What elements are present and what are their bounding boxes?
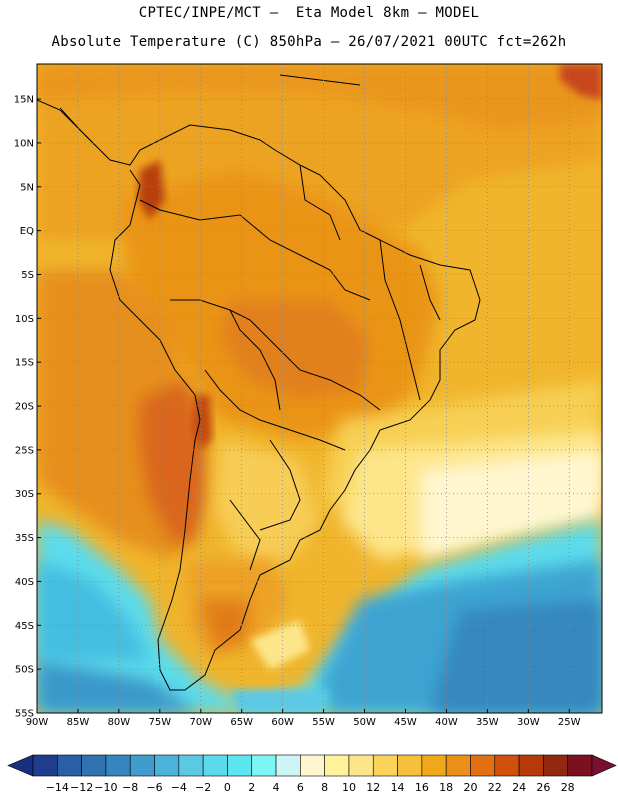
- latitude-labels: 15N 10N 5N EQ 5S 10S 15S 20S 25S 30S 35S 40S 45S 50S 5…: [14, 95, 41, 720]
- lon-label: 55W: [312, 717, 335, 728]
- lat-label: 30S: [15, 489, 34, 500]
- lon-label: 80W: [108, 717, 131, 728]
- colorbar-label: −10: [94, 781, 117, 794]
- colorbar-swatch: [57, 754, 82, 777]
- lon-label: 85W: [67, 717, 90, 728]
- map-title-line-1: CPTEC/INPE/MCT – Eta Model 8km – MODEL: [138, 5, 480, 21]
- lon-label: 50W: [353, 717, 376, 728]
- colorbar-label: 14: [391, 781, 405, 794]
- lat-label: 35S: [15, 533, 34, 544]
- colorbar-label: 2: [248, 781, 255, 794]
- lat-label: EQ: [20, 226, 34, 237]
- colorbar-label: −14: [46, 781, 69, 794]
- colorbar-swatch: [397, 754, 423, 777]
- colorbar-label: 4: [273, 781, 280, 794]
- colorbar-low-arrow: [7, 754, 34, 777]
- colorbar-swatch: [300, 754, 325, 777]
- colorbar-label: 6: [297, 781, 304, 794]
- lat-label: 40S: [15, 577, 34, 588]
- colorbar-swatch: [227, 754, 253, 777]
- colorbar-label: −6: [146, 781, 162, 794]
- colorbar-label: 16: [415, 781, 429, 794]
- colorbar-label: −4: [171, 781, 187, 794]
- colorbar-label: 24: [512, 781, 526, 794]
- lon-label: 25W: [558, 717, 581, 728]
- map-frame: [36, 63, 603, 714]
- lat-label: 5S: [21, 270, 34, 281]
- lat-label: 15N: [14, 95, 34, 106]
- lat-label: 45S: [15, 621, 34, 632]
- colorbar-swatch: [567, 754, 593, 777]
- lat-label: 20S: [15, 402, 34, 413]
- colorbar-swatch: [129, 754, 155, 777]
- colorbar-label: 8: [321, 781, 328, 794]
- colorbar-swatch: [543, 754, 568, 777]
- lat-lon-grid: [36, 64, 602, 714]
- colorbar-label: 22: [488, 781, 502, 794]
- lat-label: 15S: [15, 358, 34, 369]
- colorbar-swatch: [348, 754, 374, 777]
- colorbar-label: 12: [366, 781, 380, 794]
- colorbar-label: 18: [439, 781, 453, 794]
- lat-label: 5N: [20, 182, 34, 193]
- lon-label: 70W: [189, 717, 212, 728]
- colorbar-swatch: [275, 754, 301, 777]
- lat-label: 10N: [14, 138, 34, 149]
- lon-label: 40W: [435, 717, 458, 728]
- lon-label: 45W: [394, 717, 417, 728]
- lon-label: 65W: [230, 717, 253, 728]
- colorbar-label: 0: [224, 781, 231, 794]
- colorbar-swatch: [251, 754, 277, 777]
- colorbar-label: 26: [536, 781, 550, 794]
- colorbar-swatch: [81, 754, 107, 777]
- colorbar-swatch: [372, 754, 398, 777]
- colorbar-swatch: [32, 754, 58, 777]
- lon-label: 90W: [26, 717, 49, 728]
- colorbar-swatch: [421, 754, 447, 777]
- colorbar-swatch: [202, 754, 228, 777]
- map-title-line-2: Absolute Temperature (C) 850hPa – 26/07/…: [51, 34, 567, 50]
- colorbar-label: −12: [70, 781, 93, 794]
- lon-label: 35W: [476, 717, 499, 728]
- lon-label: 30W: [517, 717, 540, 728]
- colorbar-high-arrow: [591, 754, 617, 777]
- lon-label: 75W: [149, 717, 172, 728]
- colorbar-swatch: [470, 754, 496, 777]
- longitude-labels: 90W 85W 80W 75W 70W 65W 60W 55W 50W 45W 40W 35W 30W 2…: [26, 709, 581, 728]
- colorbar-label: −2: [195, 781, 211, 794]
- colorbar: −14 −12 −10 −8 −6 −4 −2 0 2 4 6 8 10 12 14 16 18 20 22 24 26…: [7, 754, 617, 794]
- colorbar-swatch: [518, 754, 544, 777]
- colorbar-swatch: [445, 754, 471, 777]
- colorbar-swatch: [105, 754, 131, 777]
- coastlines: [37, 74, 481, 691]
- colorbar-label: 10: [342, 781, 356, 794]
- colorbar-label: 20: [463, 781, 477, 794]
- lat-label: 25S: [15, 445, 34, 456]
- colorbar-label: 28: [561, 781, 575, 794]
- colorbar-swatch: [494, 754, 520, 777]
- temperature-field: [37, 64, 602, 713]
- colorbar-swatch: [154, 754, 180, 777]
- colorbar-swatch: [178, 754, 204, 777]
- lat-label: 10S: [15, 314, 34, 325]
- colorbar-label: −8: [122, 781, 138, 794]
- lat-label: 50S: [15, 665, 34, 676]
- colorbar-swatch: [324, 754, 350, 777]
- lon-label: 60W: [271, 717, 294, 728]
- lat-label: 55S: [15, 709, 34, 720]
